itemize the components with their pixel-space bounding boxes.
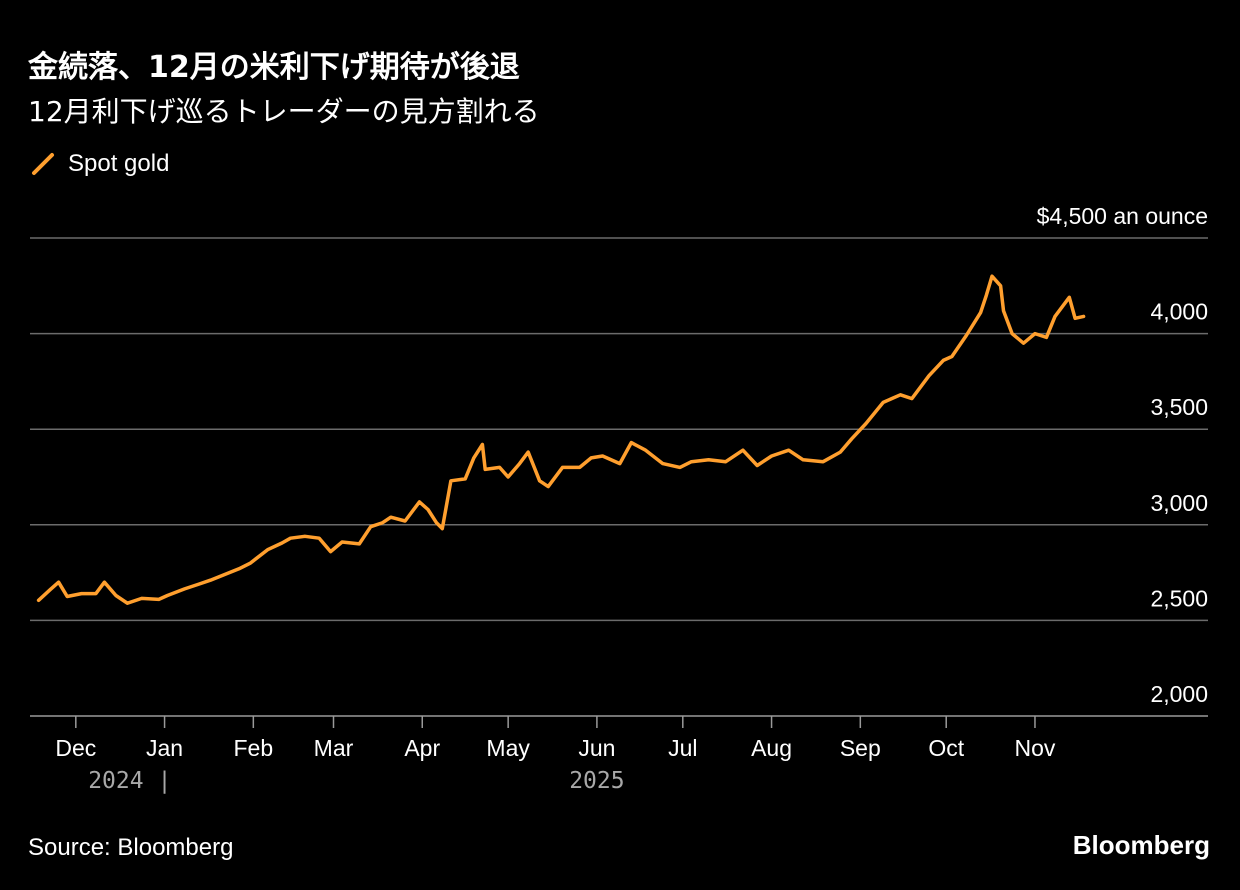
legend-swatch-icon [32,153,54,175]
legend-label: Spot gold [68,150,170,177]
x-tick-label: Jul [668,735,697,761]
x-tick-label: Jun [578,735,615,761]
series-line-spot-gold [36,274,1086,605]
source-note: Source: Bloomberg [28,834,234,861]
x-tick-label: Jan [146,735,183,761]
x-year-label: 2024 [88,768,143,794]
y-tick-label: 3,000 [1150,490,1208,516]
x-tick-label: May [486,735,530,761]
x-tick-label: Feb [234,735,274,761]
x-tick-label: Mar [314,735,354,761]
x-tick-label: Apr [404,735,440,761]
chart-subtitle: 12月利下げ巡るトレーダーの見方割れる [28,95,540,128]
legend: Spot gold [30,150,169,178]
x-tick-label: Sep [840,735,881,761]
y-tick-label: 3,500 [1150,394,1208,420]
x-tick-label: Aug [751,735,792,761]
x-tick-label: Nov [1015,735,1056,761]
y-unit-label: $4,500 an ounce [1037,203,1208,229]
x-tick-label: Dec [55,735,96,761]
y-tick-label: 2,500 [1150,585,1208,611]
chart-title: 金続落、12月の米利下げ期待が後退 [28,50,520,85]
brand-logo: Bloomberg [1072,830,1210,860]
year-separator: | [158,768,172,794]
x-year-label: 2025 [569,768,624,794]
y-tick-label: 4,000 [1150,299,1208,325]
x-tick-label: Oct [928,735,964,761]
y-tick-label: 2,000 [1150,681,1208,707]
